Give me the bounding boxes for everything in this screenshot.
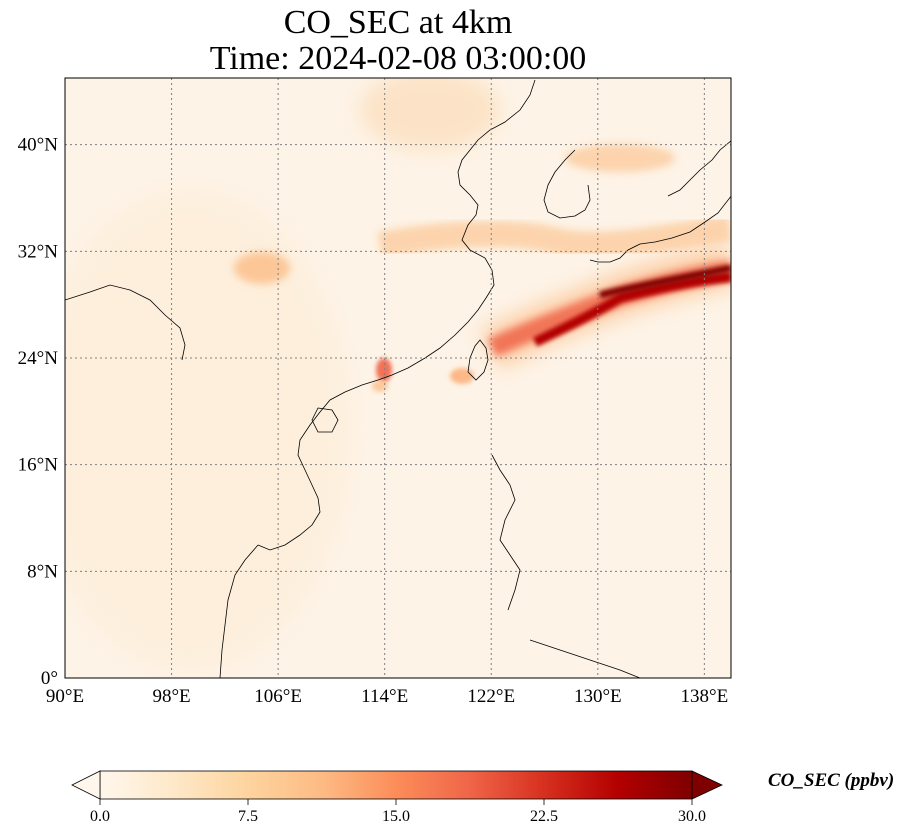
coast-korea [543,149,591,219]
latitude-labels: 0° 8°N 16°N 24°N 32°N 40°N [18,135,59,689]
plume-korea-japan [565,144,675,172]
coast-hainan [311,407,339,433]
plume-north [360,78,500,150]
border-north [65,284,186,361]
latitude-tick-label: 32°N [18,241,59,262]
coast-malaysia [219,544,259,678]
latitude-tick-label: 24°N [18,348,59,369]
latitude-tick-label: 16°N [18,455,59,476]
latitude-tick-label: 0° [41,668,58,689]
colorbar-tick-label: 15.0 [382,808,410,825]
longitude-tick-label: 130°E [574,686,622,707]
colorbar-extend-max [691,770,723,800]
coastlines [65,79,731,678]
colorbar-extend-min [71,770,101,800]
plume-hong-kong [376,358,392,382]
plume-east-china-sea [532,272,731,347]
colorbar-ticks: 0.0 7.5 15.0 22.5 30.0 [90,799,706,825]
colorbar-gradient [99,770,693,800]
colorbar-tick-label: 0.0 [90,808,110,825]
plume-mid-latitude-band [377,215,731,258]
haze-west [65,190,350,670]
plume-sichuan [234,252,290,284]
longitude-tick-label: 98°E [152,686,190,707]
colorbar-title: CO_SEC (ppbv) [768,770,895,791]
colorbar-tick-label: 22.5 [530,808,558,825]
colorbar-tick-label: 7.5 [238,808,258,825]
colorbar: 0.0 7.5 15.0 22.5 30.0 [71,770,723,825]
plume-hong-kong-south [372,380,388,392]
map-title: CO_SEC at 4km [283,4,513,41]
latitude-tick-label: 40°N [18,135,59,156]
coast-japan [589,195,731,263]
plume-japan-south [599,264,731,299]
latitude-tick-label: 8°N [27,561,58,582]
coast-borneo-north [529,639,641,678]
concentration-field [65,78,731,670]
coast-taiwan [467,339,489,381]
coast-china [257,79,536,551]
longitude-labels: 90°E 98°E 106°E 114°E 122°E 130°E 138°E [46,686,728,707]
coast-philippines [491,454,521,611]
longitude-tick-label: 106°E [254,686,302,707]
colorbar-tick-label: 30.0 [678,808,706,825]
longitude-tick-label: 114°E [361,686,408,707]
map-frame [64,77,732,679]
map-subtitle-time: Time: 2024-02-08 03:00:00 [209,40,587,77]
longitude-tick-label: 122°E [467,686,515,707]
coast-japan-north [667,140,731,197]
longitude-tick-label: 138°E [681,686,729,707]
longitude-tick-label: 90°E [46,686,84,707]
plume-taiwan-west [450,368,474,384]
